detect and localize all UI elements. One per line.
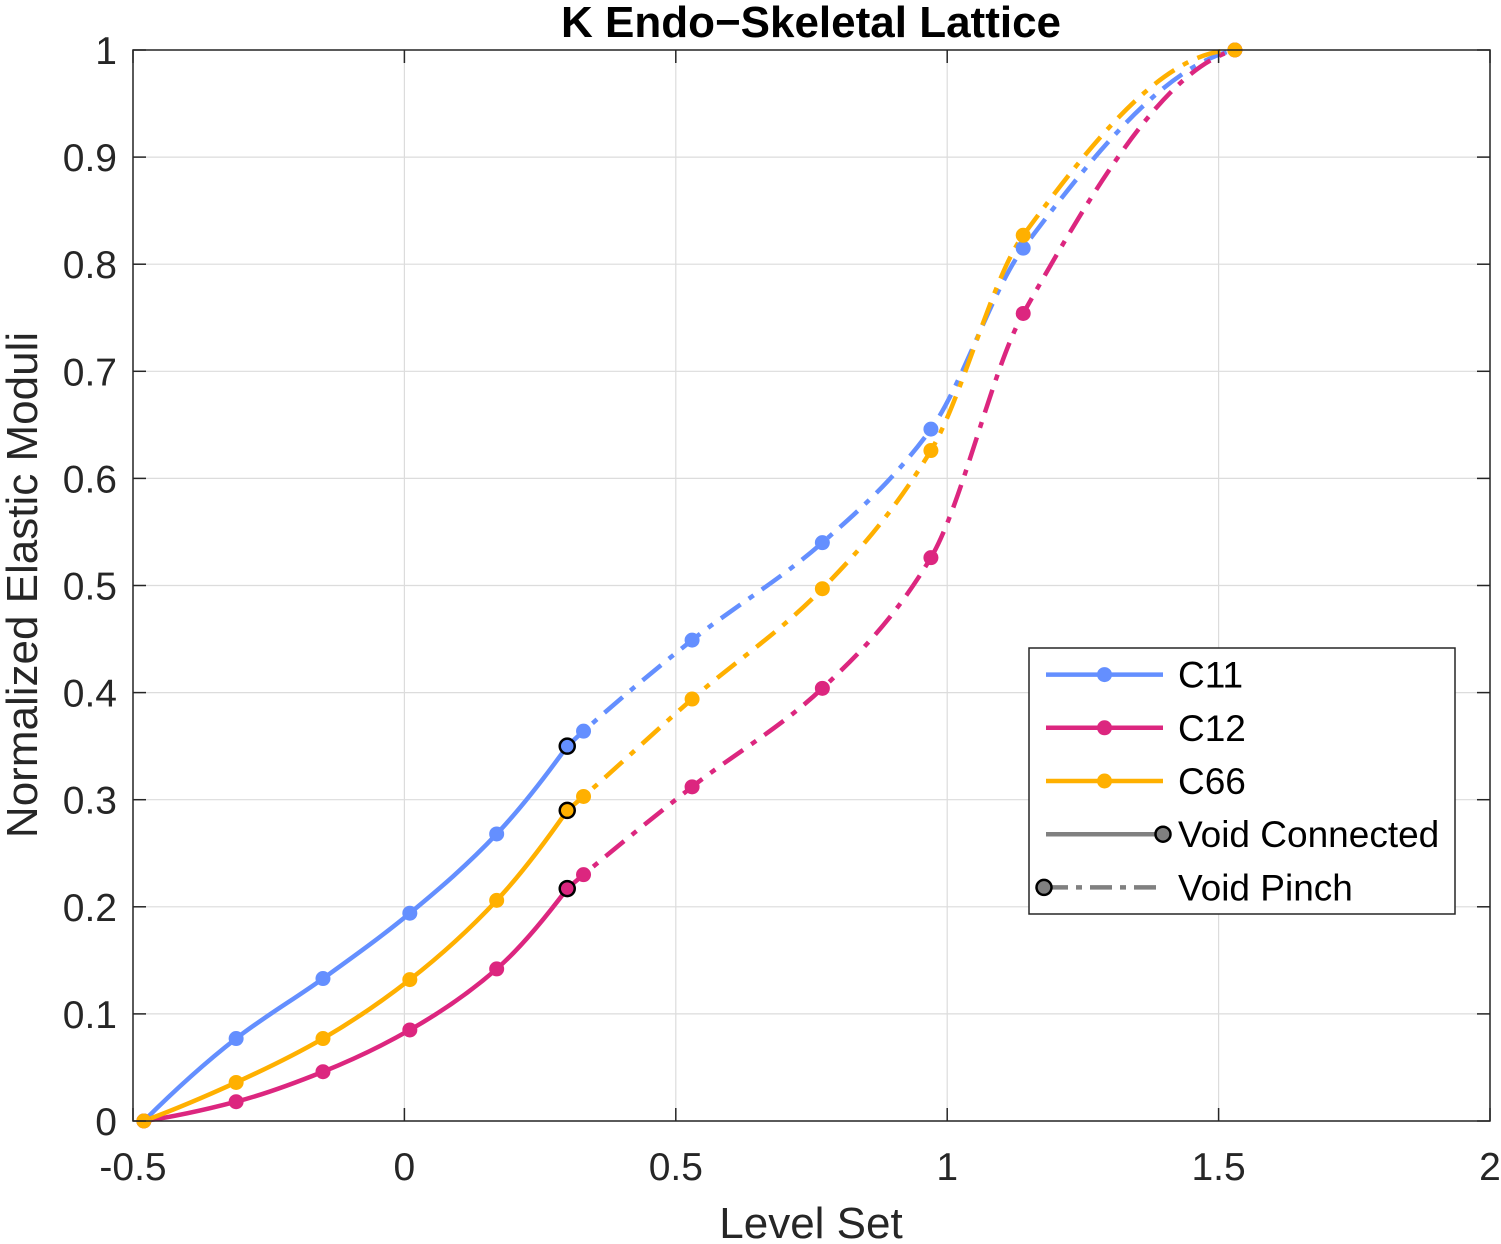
c11-marker xyxy=(402,905,418,921)
c11-marker xyxy=(489,826,505,842)
c12-marker xyxy=(315,1064,331,1080)
chart-title: K Endo−Skeletal Lattice xyxy=(561,0,1061,47)
y-tick-label: 0.4 xyxy=(63,673,117,716)
y-tick-label: 0.7 xyxy=(63,351,117,394)
x-tick-label: -0.5 xyxy=(99,1146,166,1189)
c66-marker xyxy=(489,892,505,908)
legend-marker-void-connected xyxy=(1154,825,1172,843)
x-tick-label: 0 xyxy=(394,1146,416,1189)
series-layer xyxy=(136,42,1243,1129)
c11-void-pinch-line xyxy=(565,47,1236,748)
y-tick-label: 1 xyxy=(95,30,117,73)
c66-marker xyxy=(315,1031,331,1047)
y-axis-label: Normalized Elastic Moduli xyxy=(0,332,47,838)
y-tick-label: 0.2 xyxy=(63,887,117,930)
c12-marker xyxy=(576,867,592,883)
y-tick-label: 0.3 xyxy=(63,780,117,823)
y-tick-labels: 0 0.1 0.2 0.3 0.4 0.5 0.6 0.7 0.8 0.9 1 xyxy=(63,30,117,1144)
x-tick-label: 1.5 xyxy=(1191,1146,1245,1189)
c66-marker xyxy=(402,972,418,988)
c11-marker xyxy=(814,535,830,551)
legend-label-c12: C12 xyxy=(1178,708,1246,749)
c12-marker xyxy=(489,961,505,977)
c11-transition-marker xyxy=(558,737,576,755)
y-tick-label: 0.6 xyxy=(63,458,117,501)
c12-marker xyxy=(228,1094,244,1110)
legend-label-c66: C66 xyxy=(1178,761,1246,802)
legend-label-c11: C11 xyxy=(1178,655,1243,696)
c66-marker xyxy=(576,788,592,804)
c12-marker xyxy=(402,1022,418,1038)
y-tick-label: 0 xyxy=(95,1101,117,1144)
y-tick-label: 0.5 xyxy=(63,566,117,609)
legend-marker-c11 xyxy=(1097,667,1112,683)
c66-marker xyxy=(228,1074,244,1090)
c12-marker xyxy=(1015,305,1031,321)
legend-label-void-pinch: Void Pinch xyxy=(1178,867,1353,908)
y-tick-label: 0.8 xyxy=(63,244,117,287)
legend-label-void-connected: Void Connected xyxy=(1178,814,1439,855)
c11-marker xyxy=(923,421,939,437)
c12-marker xyxy=(814,680,830,696)
c12-marker xyxy=(684,779,700,795)
c12-transition-marker xyxy=(558,879,576,898)
c11-marker xyxy=(1015,240,1031,256)
c11-marker xyxy=(684,632,700,648)
x-tick-label: 0.5 xyxy=(649,1146,703,1189)
c12-void-pinch-line xyxy=(565,47,1236,891)
c66-void-pinch-line xyxy=(565,47,1235,813)
c66-marker xyxy=(1015,227,1031,243)
c11-void-connected-line xyxy=(141,743,570,1124)
c11-marker xyxy=(228,1031,244,1047)
x-tick-label: 1 xyxy=(936,1146,958,1189)
c12-marker xyxy=(923,550,939,566)
legend-marker-void-pinch xyxy=(1035,878,1053,897)
c66-marker xyxy=(923,443,939,459)
c11-marker xyxy=(576,723,592,739)
y-tick-label: 0.9 xyxy=(63,137,117,180)
tick-marks xyxy=(132,49,1491,1122)
x-tick-label: 2 xyxy=(1479,1146,1501,1189)
c11-marker xyxy=(315,971,331,987)
y-tick-label: 0.1 xyxy=(63,994,117,1037)
legend: C11 C12 C66 Void Connected Void Pinch xyxy=(1028,647,1456,915)
c66-transition-marker xyxy=(558,801,576,820)
legend-marker-c12 xyxy=(1097,720,1112,736)
x-axis-label: Level Set xyxy=(719,1199,902,1244)
legend-marker-c66 xyxy=(1097,773,1112,789)
c66-marker xyxy=(814,581,830,597)
x-tick-labels: -0.5 0 0.5 1 1.5 2 xyxy=(99,1146,1500,1189)
c66-marker xyxy=(684,691,700,707)
c66-void-connected-line xyxy=(141,808,570,1124)
